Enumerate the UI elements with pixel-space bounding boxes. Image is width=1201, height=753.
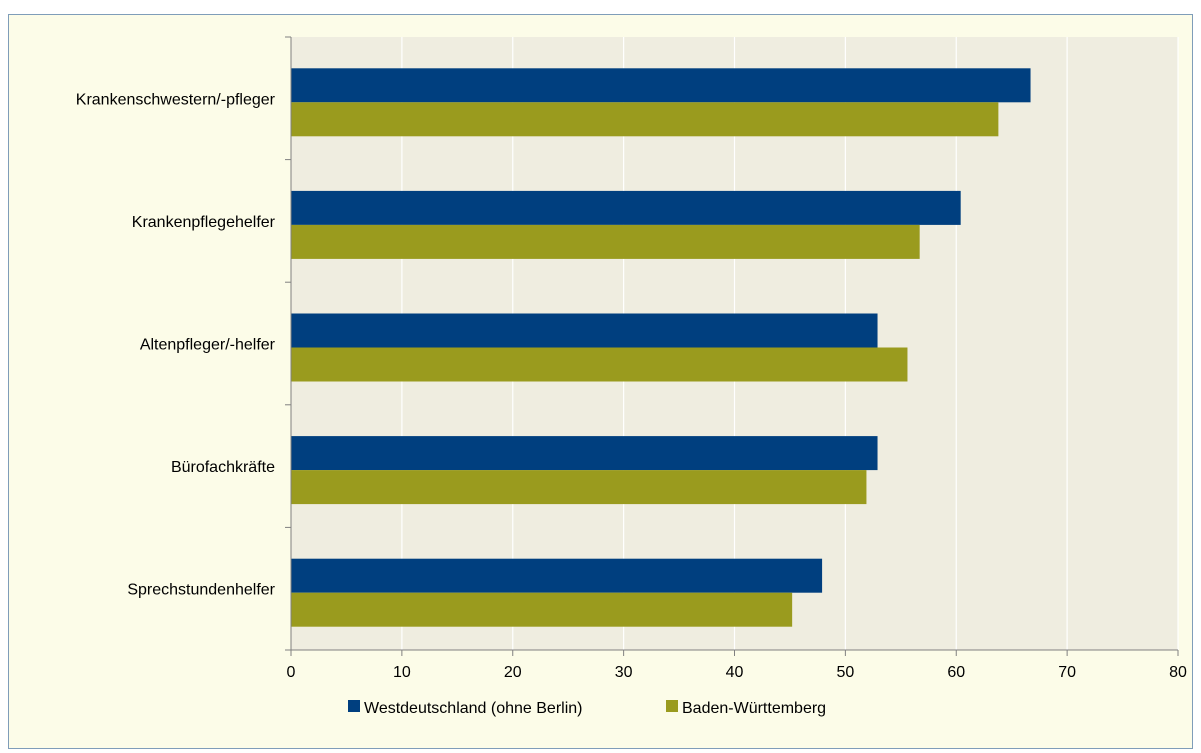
bar-westdeutschland	[291, 436, 878, 471]
bar-baden-wuerttemberg	[291, 347, 908, 382]
bar-baden-wuerttemberg	[291, 592, 793, 627]
x-tick-label: 0	[287, 664, 296, 681]
bar-westdeutschland	[291, 558, 823, 593]
category-label: Sprechstundenhelfer	[127, 582, 275, 599]
legend-label: Westdeutschland (ohne Berlin)	[364, 700, 583, 717]
bar-westdeutschland	[291, 68, 1031, 103]
category-label: Altenpfleger/-helfer	[140, 337, 276, 354]
x-tick-label: 10	[393, 664, 411, 681]
x-tick-label: 50	[836, 664, 854, 681]
legend-label: Baden-Württemberg	[682, 700, 826, 717]
x-tick-label: 70	[1058, 664, 1076, 681]
x-tick-label: 40	[726, 664, 744, 681]
bar-baden-wuerttemberg	[291, 470, 867, 505]
category-label: Krankenschwestern/-pfleger	[76, 91, 276, 108]
x-tick-label: 60	[947, 664, 965, 681]
bar-westdeutschland	[291, 313, 878, 348]
bar-baden-wuerttemberg	[291, 102, 999, 137]
x-tick-label: 80	[1169, 664, 1187, 681]
bar-westdeutschland	[291, 190, 961, 225]
legend-swatch	[348, 700, 360, 712]
category-label: Krankenpflegehelfer	[132, 214, 276, 231]
x-tick-label: 30	[615, 664, 633, 681]
x-tick-label: 20	[504, 664, 522, 681]
category-label: Bürofachkräfte	[171, 459, 275, 476]
bar-baden-wuerttemberg	[291, 224, 920, 259]
legend-swatch	[666, 700, 678, 712]
